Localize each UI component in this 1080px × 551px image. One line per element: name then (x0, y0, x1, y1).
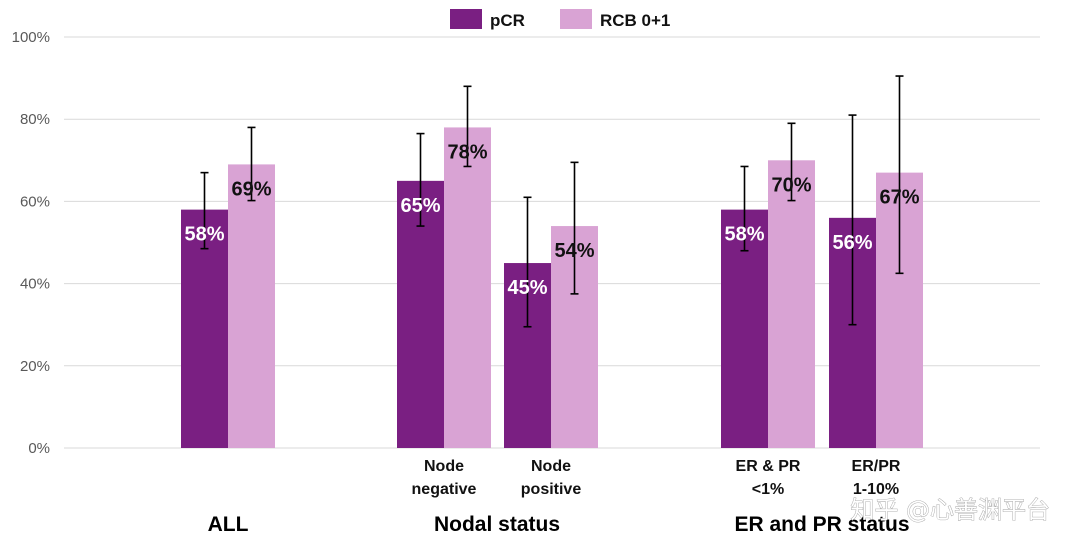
category-label: ER & PR (736, 458, 801, 475)
category-label: negative (412, 481, 477, 498)
value-label: 65% (400, 195, 440, 217)
bar-rcb (768, 160, 815, 449)
value-label: 69% (231, 178, 271, 200)
y-tick-label: 80% (20, 111, 50, 128)
legend-swatch (560, 9, 592, 29)
legend: pCR RCB 0+1 (450, 9, 670, 30)
category-label: <1% (752, 481, 784, 498)
value-label: 56% (832, 232, 872, 254)
legend-swatch (450, 9, 482, 29)
value-label: 58% (184, 224, 224, 246)
y-axis-ticks: 0% 20% 40% 60% 80% 100% (12, 29, 50, 457)
y-tick-label: 60% (20, 193, 50, 210)
y-tick-label: 100% (12, 29, 50, 46)
bar-rcb (444, 127, 491, 449)
bars (181, 127, 923, 449)
error-bars (200, 75, 904, 328)
category-label: positive (521, 481, 582, 498)
category-labels: Node negative Node positive ER & PR <1% ER/PR 1… (412, 458, 901, 498)
bar-rcb (228, 164, 275, 448)
category-label: Node (424, 458, 464, 475)
legend-label: pCR (490, 11, 525, 30)
category-label: Node (531, 458, 571, 475)
value-label: 54% (554, 240, 594, 262)
y-tick-label: 20% (20, 358, 50, 375)
legend-label: RCB 0+1 (600, 11, 670, 30)
y-tick-label: 40% (20, 276, 50, 293)
group-label: ER and PR status (734, 513, 909, 536)
category-label: 1-10% (853, 481, 899, 498)
watermark: 知乎 @心善渊平台 (850, 496, 1050, 524)
group-label: ALL (208, 513, 249, 536)
y-tick-label: 0% (28, 440, 50, 457)
value-label: 45% (507, 277, 547, 299)
value-label: 78% (447, 141, 487, 163)
value-label: 58% (724, 224, 764, 246)
value-label: 67% (879, 187, 919, 209)
group-label: Nodal status (434, 513, 560, 536)
value-labels: 58% 69% 65% 78% 45% 54% 58% 70% 56% 67% (184, 141, 919, 299)
group-labels: ALL Nodal status ER and PR status (208, 513, 910, 536)
value-label: 70% (771, 174, 811, 196)
category-label: ER/PR (852, 458, 901, 475)
